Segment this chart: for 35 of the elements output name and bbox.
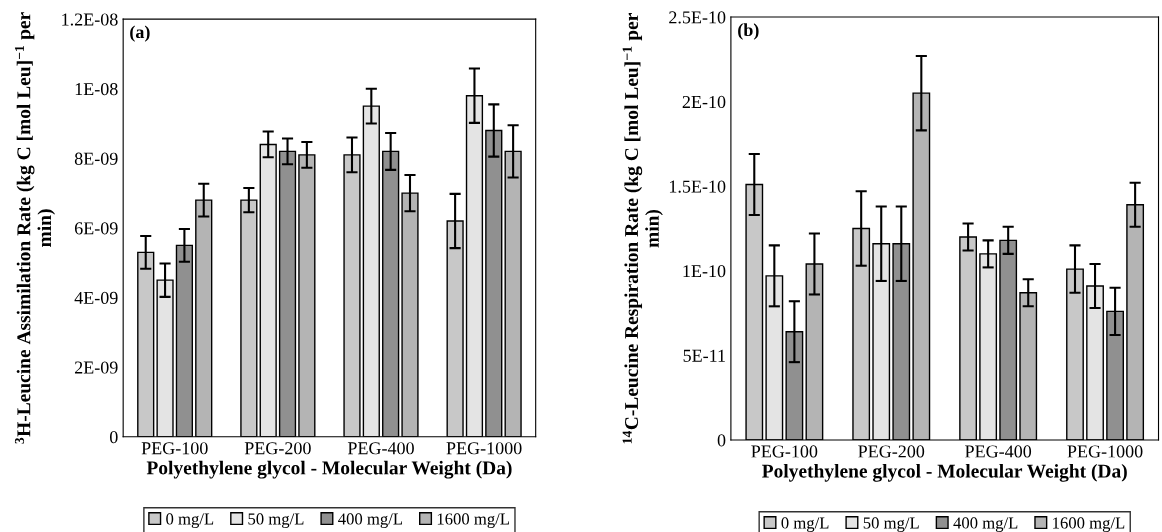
y-tick-label: 5E-11: [683, 349, 725, 362]
x-tick-label: PEG-1000: [446, 442, 522, 455]
legend-label: 50 mg/L: [863, 517, 919, 532]
x-axis-title: Polyethylene glycol - Molecular Weight (Da): [762, 463, 1127, 482]
y-tick-label: 2E-10: [682, 95, 726, 109]
y-tick-label: 0: [717, 434, 726, 447]
y-tick-label: 4E-09: [74, 291, 118, 305]
legend-label: 1600 mg/L: [1053, 517, 1125, 532]
x-tick-label: PEG-200: [244, 442, 311, 455]
y-tick-label: 8E-09: [74, 152, 118, 165]
y-tick-label: 1.2E-08: [62, 13, 118, 26]
y-tick-label: 6E-09: [74, 222, 118, 235]
legend-label: 0 mg/L: [781, 517, 829, 532]
y-tick-label: 1E-10: [683, 265, 726, 278]
y-tick-label: 1.5E-10: [669, 180, 726, 193]
legend-label: 400 mg/L: [953, 517, 1018, 532]
y-tick-label: 2E-09: [74, 361, 118, 374]
x-tick-label: PEG-100: [141, 442, 208, 455]
annotation: (a): [130, 25, 150, 42]
x-tick-label: PEG-100: [751, 445, 818, 458]
y-tick-label: 2.5E-10: [669, 11, 726, 24]
x-tick-label: PEG-1000: [1067, 445, 1143, 458]
y-tick-label: 0: [109, 431, 118, 444]
text: $^{3}$H-Leucine Assimilation Rate (kg C [mol Leu]$^{−1}$ per min): [14, 12, 56, 444]
legend-label: 50 mg/L: [248, 513, 304, 529]
x-axis-title: Polyethylene glycol - Molecular Weight (Da): [146, 460, 512, 479]
annotation: (b): [738, 23, 759, 40]
y-tick-label: 1E-08: [75, 83, 118, 96]
legend-label: 1600 mg/L: [437, 513, 509, 529]
x-tick-label: PEG-200: [858, 445, 925, 458]
legend-label: 400 mg/L: [338, 513, 403, 529]
legend-label: 0 mg/L: [166, 513, 214, 529]
x-tick-label: PEG-400: [965, 445, 1032, 458]
x-tick-label: PEG-400: [347, 442, 414, 455]
text: $^{14}$C-Leucine Respiration Rate (kg C [mol Leu]$^{−1}$ per min): [622, 13, 663, 444]
